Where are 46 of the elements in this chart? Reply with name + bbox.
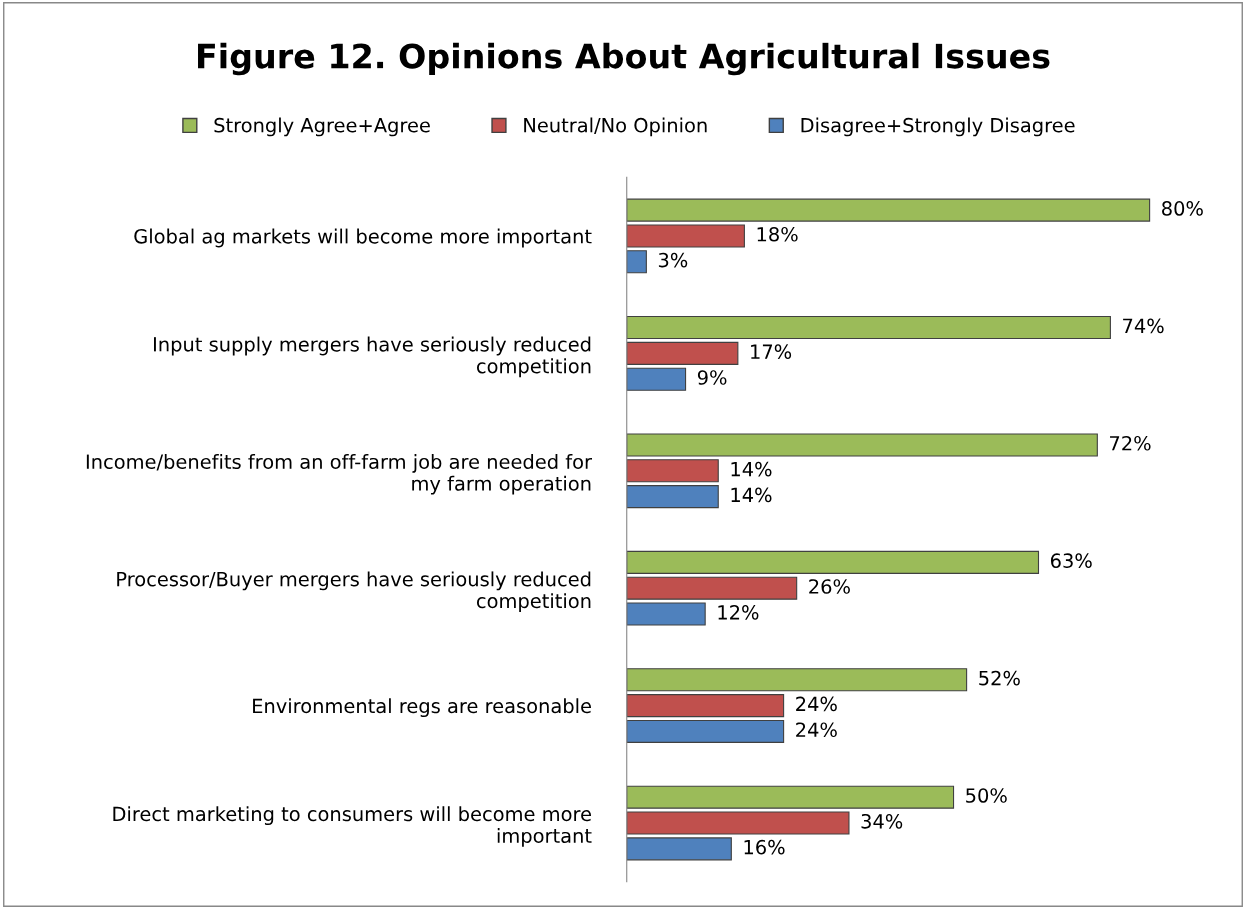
data-label: 17% (751, 344, 792, 360)
data-label: 74% (1123, 318, 1164, 334)
data-label: 3% (658, 252, 688, 268)
data-label: 52% (979, 670, 1020, 686)
y-tick-label: Input supply mergers have seriously reduced competition (153, 336, 591, 378)
y-tick-label: Environmental regs are reasonable (253, 698, 591, 718)
bar (626, 719, 785, 743)
bar (626, 668, 968, 692)
y-tick-label: Global ag markets will become more important (134, 228, 592, 248)
data-label: 14% (731, 461, 772, 477)
bar (626, 433, 1098, 457)
bar (626, 837, 732, 861)
y-tick-label: Direct marketing to consumers will become more important (113, 806, 592, 847)
bar (626, 198, 1151, 222)
data-label: 14% (731, 487, 772, 503)
bar (626, 785, 955, 809)
data-label: 26% (809, 579, 850, 594)
bar (626, 367, 687, 391)
legend-label: Neutral/No Opinion (524, 117, 707, 137)
bar (626, 485, 719, 509)
data-label: 24% (796, 722, 837, 738)
bar (626, 459, 719, 483)
data-label: 72% (1110, 435, 1151, 451)
bar (626, 250, 647, 274)
data-label: 50% (966, 788, 1007, 803)
data-label: 80% (1162, 201, 1203, 216)
legend-label: Strongly Agree+Agree (214, 117, 430, 137)
data-label: 63% (1050, 553, 1092, 569)
bar (626, 694, 785, 718)
data-label: 16% (744, 839, 785, 855)
bar (626, 316, 1111, 340)
bar (626, 341, 739, 365)
y-tick-label: Income/benefits from an off-farm job are needed for my farm operation (86, 453, 593, 495)
bar (626, 602, 706, 626)
bar (626, 576, 798, 600)
data-label: 34% (861, 813, 903, 829)
bar (626, 811, 850, 835)
bar (626, 224, 745, 248)
bar (626, 550, 1040, 574)
data-label: 18% (757, 226, 798, 242)
data-label: 9% (697, 370, 727, 385)
chart-title: Figure 12. Opinions About Agricultural Issues (198, 42, 1050, 76)
y-tick-label: Processor/Buyer mergers have seriously reduced competition (117, 571, 591, 612)
legend-label: Disagree+Strongly Disagree (801, 117, 1075, 137)
data-label: 24% (796, 696, 837, 712)
data-label: 12% (718, 604, 759, 620)
